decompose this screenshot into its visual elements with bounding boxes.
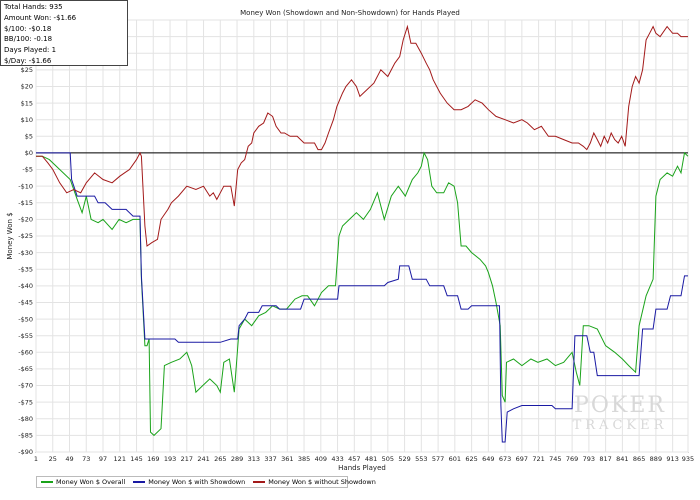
x-tick-label: 817: [599, 455, 611, 463]
stat-bb-per-100: BB/100: -0.18: [4, 35, 53, 44]
y-tick-label: -$45: [18, 299, 33, 307]
x-tick-label: 721: [532, 455, 544, 463]
x-tick-label: 49: [65, 455, 73, 463]
legend-swatch-non-showdown: [253, 481, 266, 483]
y-tick-label: -$65: [18, 365, 33, 373]
x-tick-label: 481: [365, 455, 377, 463]
stats-summary-box: Total Hands: 935 Amount Won: -$1.66 $/10…: [0, 0, 128, 66]
y-tick-label: -$20: [18, 216, 33, 224]
x-tick-label: 601: [449, 455, 461, 463]
y-tick-label: $0: [25, 149, 33, 157]
series-line-showdown: [36, 152, 688, 443]
chart-title: Money Won (Showdown and Non-Showdown) fo…: [240, 9, 460, 17]
y-axis-label: Money Won $: [6, 212, 14, 259]
x-tick-label: 385: [298, 455, 310, 463]
x-tick-label: 25: [49, 455, 57, 463]
x-tick-label: 673: [499, 455, 511, 463]
x-tick-label: 289: [231, 455, 243, 463]
x-tick-label: 769: [566, 455, 578, 463]
stat-amount-won: Amount Won: -$1.66: [4, 13, 77, 22]
y-tick-label: -$30: [18, 249, 33, 257]
x-tick-label: 889: [650, 455, 662, 463]
y-tick-label: $15: [21, 99, 33, 107]
legend-item-non-showdown: Money Won $ without Showdown: [253, 478, 376, 486]
legend-swatch-overall: [41, 481, 53, 483]
y-tick-label: $10: [21, 116, 33, 124]
y-tick-label: -$25: [18, 232, 33, 240]
stat-days-played: Days Played: 1: [4, 46, 57, 55]
y-tick-label: -$90: [18, 448, 33, 456]
y-tick-label: $20: [21, 83, 33, 91]
stat-dollars-per-100: $/100: -$0.18: [4, 24, 52, 33]
x-tick-label: 433: [331, 455, 343, 463]
series-layer: [36, 24, 689, 443]
legend-label-non-showdown: Money Won $ without Showdown: [268, 478, 376, 486]
x-tick-label: 73: [82, 455, 90, 463]
y-tick-label: -$60: [18, 349, 33, 357]
x-tick-label: 841: [616, 455, 628, 463]
x-tick-label: 553: [415, 455, 427, 463]
y-tick-label: -$55: [18, 332, 33, 340]
chart-legend: Money Won $ Overall Money Won $ with Sho…: [36, 476, 376, 488]
x-tick-label: 313: [248, 455, 260, 463]
x-tick-label: 1: [34, 455, 38, 463]
y-tick-label: $25: [21, 66, 33, 74]
x-tick-label: 193: [164, 455, 176, 463]
x-tick-label: 457: [348, 455, 360, 463]
x-tick-label: 241: [197, 455, 209, 463]
legend-swatch-showdown: [133, 481, 146, 483]
y-tick-label: -$50: [18, 315, 33, 323]
x-tick-label: 265: [214, 455, 226, 463]
stat-dollars-per-day: $/Day: -$1.66: [4, 56, 52, 65]
y-tick-label: -$75: [18, 398, 33, 406]
x-tick-label: 97: [99, 455, 107, 463]
y-tick-label: $5: [25, 133, 33, 141]
x-tick-label: 865: [633, 455, 645, 463]
legend-item-showdown: Money Won $ with Showdown: [133, 478, 245, 486]
x-tick-label: 697: [516, 455, 528, 463]
series-line-overall: [36, 151, 689, 437]
y-tick-label: -$35: [18, 265, 33, 273]
x-tick-label: 409: [315, 455, 327, 463]
y-tick-label: -$70: [18, 382, 33, 390]
legend-label-overall: Money Won $ Overall: [56, 478, 126, 486]
x-tick-label: 649: [482, 455, 494, 463]
x-tick-label: 505: [382, 455, 394, 463]
x-tick-label: 793: [583, 455, 595, 463]
y-tick-label: -$85: [18, 432, 33, 440]
x-tick-label: 169: [147, 455, 159, 463]
legend-item-overall: Money Won $ Overall: [41, 478, 125, 486]
x-tick-label: 577: [432, 455, 444, 463]
y-tick-label: -$10: [18, 182, 33, 190]
y-tick-labels: -$90 -$85 -$80 -$75 -$70 -$65 -$60 -$55 -$50 -$45…: [18, 16, 33, 456]
x-tick-label: 529: [398, 455, 410, 463]
x-axis-label: Hands Played: [338, 464, 386, 472]
y-tick-label: -$40: [18, 282, 33, 290]
x-tick-label: 121: [114, 455, 126, 463]
x-tick-label: 625: [465, 455, 477, 463]
x-tick-label: 145: [130, 455, 142, 463]
legend-label-showdown: Money Won $ with Showdown: [148, 478, 246, 486]
x-tick-label: 935: [682, 455, 694, 463]
stat-total-hands: Total Hands: 935: [4, 3, 63, 11]
x-tick-label: 361: [281, 455, 293, 463]
series-line-non-showdown: [36, 24, 688, 247]
x-tick-label: 337: [264, 455, 276, 463]
x-tick-label: 217: [181, 455, 193, 463]
y-tick-label: -$80: [18, 415, 33, 423]
x-tick-label: 913: [666, 455, 678, 463]
y-tick-label: -$15: [18, 199, 33, 207]
x-tick-labels: 1 25 49 73 97 121 145 169 193 217 241 265 289 313 337 3…: [34, 455, 694, 463]
x-tick-label: 745: [549, 455, 561, 463]
y-tick-label: -$5: [22, 166, 33, 174]
